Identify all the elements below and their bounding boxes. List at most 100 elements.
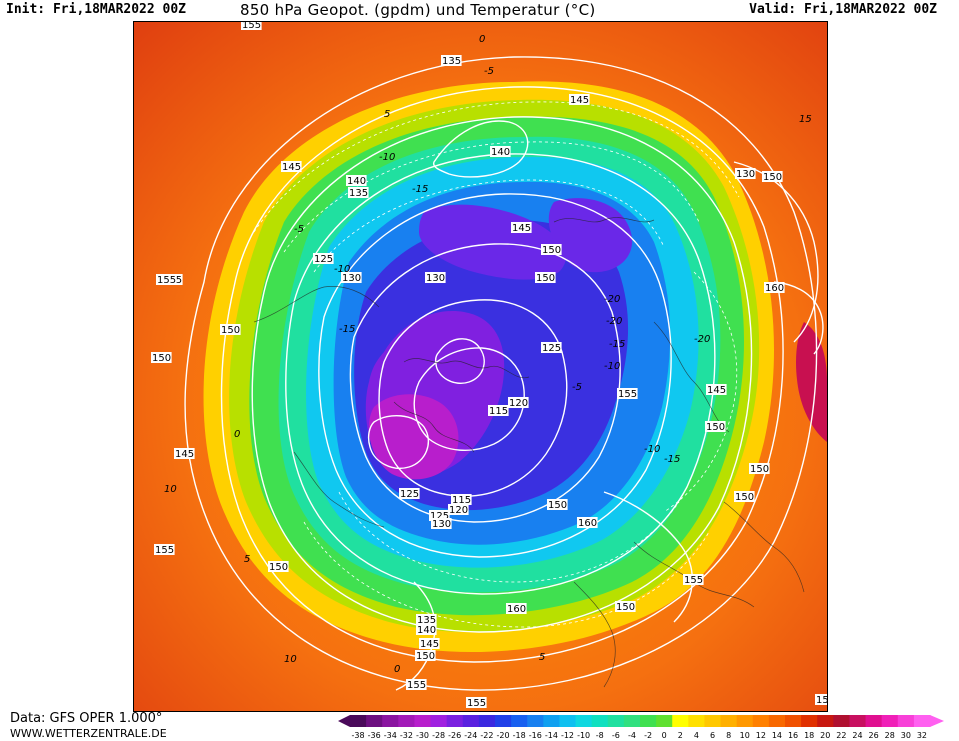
geopotential-label: 150 (220, 324, 241, 336)
website-label: WWW.WETTERZENTRALE.DE (10, 727, 167, 740)
temperature-label: -10 (379, 152, 395, 163)
legend-tick-label: 10 (740, 731, 750, 740)
geopotential-label-bg (490, 146, 511, 157)
legend-swatch (382, 715, 399, 727)
geopotential-label: 120 (508, 397, 529, 409)
geopotential-label-bg (706, 384, 727, 395)
legend-swatch (720, 715, 738, 727)
geopotential-label-text: 145 (282, 162, 301, 173)
geopotential-label-bg (749, 463, 770, 474)
legend-tick-label: -6 (612, 731, 620, 740)
geopotential-label-text: 140 (491, 147, 510, 158)
temperature-label: -5 (572, 382, 582, 393)
geopotential-label-text: 150 (536, 273, 555, 284)
temperature-label: -10 (334, 264, 350, 275)
legend-tick-label: 12 (756, 731, 766, 740)
geopotential-label-bg (569, 94, 590, 105)
geopotential-label: 115 (451, 494, 472, 506)
geopotential-label-text: 145 (512, 223, 531, 234)
geopotential-label: 145 (174, 448, 195, 460)
geopotential-label-text: 120 (449, 505, 468, 516)
temperature-label: 10 (164, 484, 177, 495)
init-time-label: Init: Fri,18MAR2022 00Z (6, 2, 187, 17)
geopotential-label-text: 155 (684, 575, 703, 586)
geopotential-label: 135 (348, 187, 369, 199)
geopotential-label-text: 155 (242, 22, 261, 31)
geopotential-label-text: 155 (467, 698, 486, 709)
geopotential-label-bg (541, 244, 562, 255)
legend-swatch (640, 715, 657, 727)
geopotential-label: 150 (749, 463, 770, 475)
geopotential-label: 155 (406, 679, 427, 691)
geopotential-label: 150 (151, 352, 172, 364)
legend-swatch (768, 715, 786, 727)
geopotential-label-bg (577, 517, 598, 528)
geopotential-label: 145 (569, 94, 590, 106)
legend-swatch (801, 715, 818, 727)
legend-swatch (543, 715, 560, 727)
geopotential-label-text: 150 (735, 492, 754, 503)
legend-swatch (688, 715, 705, 727)
geopotential-label-bg (220, 324, 241, 335)
geopotential-label-bg (241, 22, 262, 30)
geopotential-label-text: 150 (816, 695, 827, 706)
temperature-label: 5 (384, 109, 390, 120)
geopotential-label-text: 155 (618, 389, 637, 400)
geopotential-label-bg (451, 494, 472, 505)
temperature-label: 5 (539, 652, 545, 663)
geopotential-label-text: 130 (342, 273, 361, 284)
temperature-labels: 0 -5 -10 -15 -20 5 -5 -10 -15 -20 -15 -10 -5 0 5 10 15 -1… (164, 34, 812, 675)
geopotential-label: 125 (399, 488, 420, 500)
geopotential-label: 150 (541, 244, 562, 256)
geopotential-label-bg (466, 697, 487, 708)
geopotential-label-text: 140 (417, 625, 436, 636)
geopotential-label: 150 (762, 171, 783, 183)
legend-swatch (623, 715, 641, 727)
geopotential-label: 140 (416, 624, 437, 636)
geopotential-label-bg (425, 272, 446, 283)
geopotential-label: 130 (431, 518, 452, 530)
temperature-label: -20 (606, 316, 622, 327)
geopotential-label-bg (346, 175, 367, 186)
geopotential-label: 155 (683, 574, 704, 586)
legend-tick-label: 24 (852, 731, 862, 740)
geopotential-label: 155 (617, 388, 638, 400)
geopotential-label-bg (431, 518, 452, 529)
legend-tick-label: -24 (464, 731, 477, 740)
geopotential-label-text: 150 (763, 172, 782, 183)
temperature-label: -5 (294, 224, 304, 235)
temperature-label: 0 (394, 664, 400, 675)
geopotential-label: 140 (346, 175, 367, 187)
geopotential-label-bg (416, 624, 437, 635)
geopotential-label-bg (268, 561, 289, 572)
geopotential-label-bg (429, 510, 450, 521)
geopotential-label: 125 (541, 342, 562, 354)
legend-swatch (865, 715, 883, 727)
temperature-label: -15 (664, 454, 680, 465)
geopotential-label-bg (506, 603, 527, 614)
geopotential-label-text: 150 (706, 422, 725, 433)
temperature-label: -20 (694, 334, 710, 345)
geopotential-label: 150 (268, 561, 289, 573)
legend-arrow-right (930, 715, 944, 727)
geopotential-label-bg (488, 405, 509, 416)
geopotential-label-bg (416, 614, 437, 625)
geopotential-label-bg (617, 388, 638, 399)
geopotential-label: 145 (281, 161, 302, 173)
geopotential-label-text: 125 (542, 343, 561, 354)
geopotential-label-bg (541, 342, 562, 353)
geopotential-label: 145 (419, 638, 440, 650)
legend-tick-label: -14 (545, 731, 558, 740)
geopotential-label-bg (419, 638, 440, 649)
geopotential-label: 155 (466, 697, 487, 709)
geopotential-label: 130 (425, 272, 446, 284)
temperature-label: -15 (339, 324, 355, 335)
geopotential-labels: 1551351451401451401351251301301501501451… (151, 22, 827, 709)
temp-field-violet-northeast (548, 198, 633, 273)
chart-header: Init: Fri,18MAR2022 00Z 850 hPa Geopot. … (0, 0, 959, 20)
geopotential-label-text: 155 (157, 275, 176, 286)
legend-tick-label: -30 (416, 731, 429, 740)
geopotential-label: 155 (154, 544, 175, 556)
geopotential-label-text: 130 (426, 273, 445, 284)
geopotential-label-text: 125 (400, 489, 419, 500)
